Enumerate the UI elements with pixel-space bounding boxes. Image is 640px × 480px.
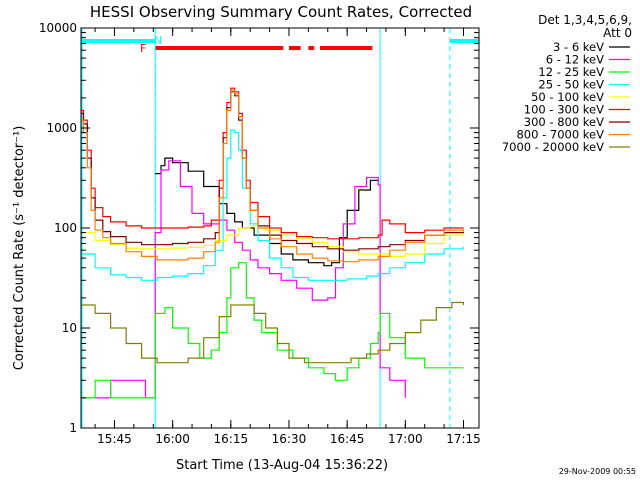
legend-label-8: 7000 - 20000 keV bbox=[502, 140, 604, 154]
y-tick-label-0: 1 bbox=[69, 421, 77, 435]
x-axis-label: Start Time (13-Aug-04 15:36:22) bbox=[176, 458, 388, 473]
legend-header-line-2: Att 0 bbox=[603, 26, 632, 40]
x-tick-label-0: 15:45 bbox=[97, 432, 132, 446]
legend-label-0: 3 - 6 keV bbox=[553, 40, 604, 54]
chart-title: HESSI Observing Summary Count Rates, Cor… bbox=[90, 3, 472, 21]
x-tick-label-5: 17:00 bbox=[388, 432, 423, 446]
x-tick-label-3: 16:30 bbox=[272, 432, 307, 446]
legend-label-2: 12 - 25 keV bbox=[538, 65, 604, 79]
x-tick-label-6: 17:15 bbox=[446, 432, 481, 446]
x-tick-label-4: 16:45 bbox=[330, 432, 365, 446]
y-tick-label-2: 100 bbox=[54, 221, 77, 235]
series-line-8 bbox=[81, 301, 465, 364]
y-axis-label: Corrected Count Rate (s⁻¹ detector⁻¹) bbox=[12, 126, 27, 371]
night-marker: N bbox=[154, 34, 162, 47]
series-line-6 bbox=[81, 91, 465, 251]
y-tick-label-4: 10000 bbox=[39, 21, 77, 35]
legend-label-1: 6 - 12 keV bbox=[546, 53, 604, 67]
flare-marker: F bbox=[140, 42, 146, 55]
legend-label-5: 100 - 300 keV bbox=[524, 103, 604, 117]
y-axis-ticks: 1 10 100 1000 10000 bbox=[39, 21, 479, 435]
series-line-1 bbox=[81, 160, 406, 399]
y-tick-label-1: 10 bbox=[62, 321, 77, 335]
y-tick-label-3: 1000 bbox=[46, 121, 77, 135]
x-tick-label-1: 16:00 bbox=[155, 432, 190, 446]
series-line-2 bbox=[81, 262, 464, 399]
series-line-7 bbox=[81, 89, 465, 263]
footer-timestamp: 29-Nov-2009 00:55 bbox=[559, 467, 636, 476]
x-axis-ticks: 15:45 16:00 16:15 16:30 16:45 17:00 17:15 bbox=[94, 28, 481, 446]
legend-label-4: 50 - 100 keV bbox=[531, 90, 604, 104]
legend-label-6: 300 - 800 keV bbox=[524, 115, 604, 129]
series-line-5 bbox=[81, 87, 464, 240]
legend-label-3: 25 - 50 keV bbox=[538, 78, 604, 92]
series-lines bbox=[81, 87, 465, 399]
series-line-3 bbox=[81, 129, 465, 281]
legend-label-7: 800 - 7000 keV bbox=[516, 128, 604, 142]
legend-header-line-1: Det 1,3,4,5,6,9, bbox=[538, 13, 632, 27]
x-tick-label-2: 16:15 bbox=[214, 432, 249, 446]
